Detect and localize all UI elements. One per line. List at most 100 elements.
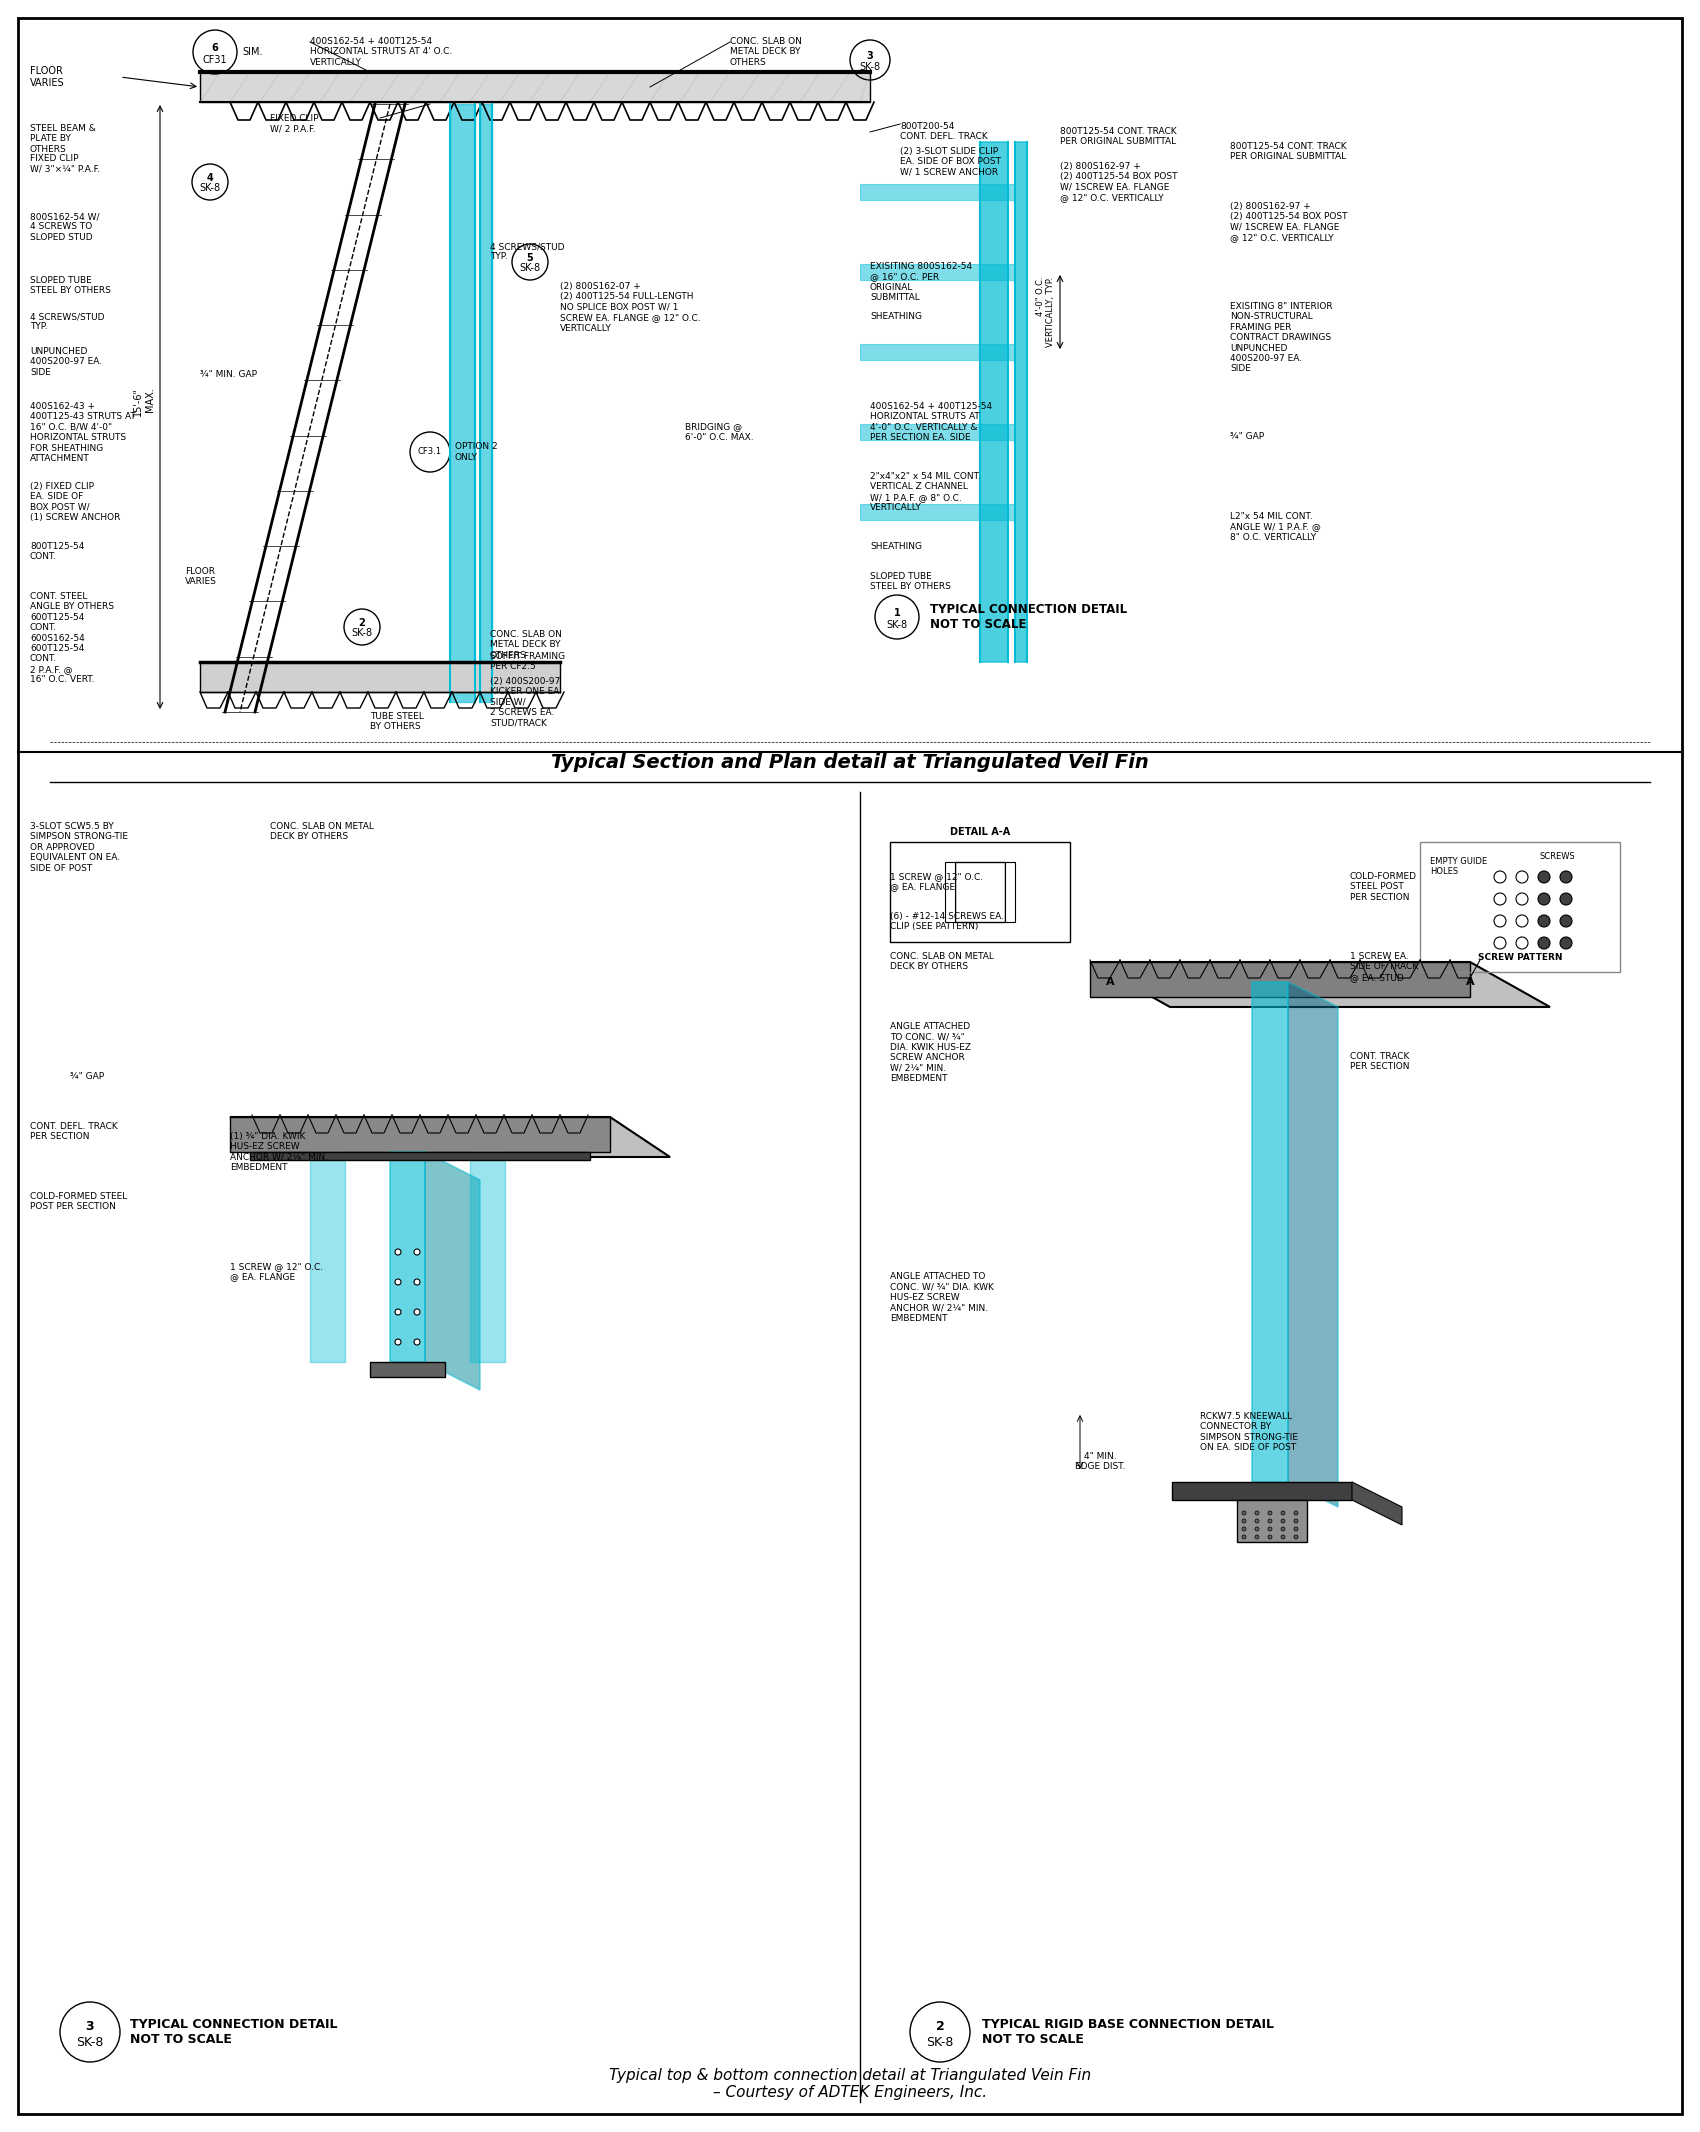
- Circle shape: [1561, 936, 1573, 949]
- Text: TYPICAL CONNECTION DETAIL
NOT TO SCALE: TYPICAL CONNECTION DETAIL NOT TO SCALE: [930, 603, 1127, 631]
- Text: 800T200-54
CONT. DEFL. TRACK: 800T200-54 CONT. DEFL. TRACK: [899, 122, 988, 141]
- Text: CONT. TRACK
PER SECTION: CONT. TRACK PER SECTION: [1350, 1051, 1409, 1072]
- Text: A: A: [1465, 976, 1474, 987]
- Text: COLD-FORMED STEEL
POST PER SECTION: COLD-FORMED STEEL POST PER SECTION: [31, 1192, 127, 1211]
- Circle shape: [394, 1309, 401, 1315]
- Text: 400S162-54 + 400T125-54
HORIZONTAL STRUTS AT 4' O.C.
VERTICALLY: 400S162-54 + 400T125-54 HORIZONTAL STRUT…: [309, 36, 452, 66]
- Polygon shape: [1352, 1482, 1402, 1524]
- Circle shape: [415, 1249, 420, 1256]
- Circle shape: [1561, 915, 1573, 927]
- Text: (6) - #12-14 SCREWS EA.
CLIP (SEE PATTERN): (6) - #12-14 SCREWS EA. CLIP (SEE PATTER…: [891, 912, 1005, 932]
- Text: 1 SCREW @ 12" O.C.
@ EA. FLANGE: 1 SCREW @ 12" O.C. @ EA. FLANGE: [230, 1262, 323, 1281]
- Bar: [201, 663, 559, 693]
- Polygon shape: [230, 1117, 610, 1151]
- Text: 800S162-54 W/
4 SCREWS TO
SLOPED STUD: 800S162-54 W/ 4 SCREWS TO SLOPED STUD: [31, 211, 100, 241]
- Text: CONT. STEEL
ANGLE BY OTHERS
600T125-54
CONT.
600S162-54
600T125-54
CONT.
2 P.A.F: CONT. STEEL ANGLE BY OTHERS 600T125-54 C…: [31, 593, 114, 684]
- Circle shape: [1243, 1535, 1246, 1539]
- Text: (2) 3-SLOT SLIDE CLIP
EA. SIDE OF BOX POST
W/ 1 SCREW ANCHOR: (2) 3-SLOT SLIDE CLIP EA. SIDE OF BOX PO…: [899, 147, 1001, 177]
- Bar: [250, 1151, 590, 1160]
- Text: SOFFIT FRAMING
PER CF2.5: SOFFIT FRAMING PER CF2.5: [490, 652, 564, 672]
- Bar: [945, 861, 955, 921]
- Text: 800T125-54
CONT.: 800T125-54 CONT.: [31, 542, 85, 561]
- Text: BRIDGING @
6'-0" O.C. MAX.: BRIDGING @ 6'-0" O.C. MAX.: [685, 422, 753, 441]
- Text: SK-8: SK-8: [886, 620, 908, 629]
- Text: 4" MIN.
EDGE DIST.: 4" MIN. EDGE DIST.: [1074, 1452, 1125, 1471]
- Text: FIXED CLIP
W/ 2 P.A.F.: FIXED CLIP W/ 2 P.A.F.: [270, 113, 318, 134]
- Circle shape: [1516, 872, 1528, 883]
- Text: 2: 2: [359, 618, 366, 629]
- Bar: [479, 104, 491, 701]
- Text: 2"x4"x2" x 54 MIL CONT.
VERTICAL Z CHANNEL
W/ 1 P.A.F. @ 8" O.C.
VERTICALLY: 2"x4"x2" x 54 MIL CONT. VERTICAL Z CHANN…: [870, 471, 981, 512]
- Text: SK-8: SK-8: [352, 629, 372, 637]
- Circle shape: [1494, 915, 1506, 927]
- Text: FIXED CLIP
W/ 3"×¼" P.A.F.: FIXED CLIP W/ 3"×¼" P.A.F.: [31, 154, 100, 173]
- Text: 5: 5: [527, 254, 534, 264]
- Text: EMPTY GUIDE
HOLES: EMPTY GUIDE HOLES: [1430, 857, 1488, 876]
- Bar: [860, 503, 1015, 520]
- Circle shape: [1494, 936, 1506, 949]
- Circle shape: [1268, 1535, 1272, 1539]
- Bar: [860, 183, 1015, 200]
- Bar: [1005, 861, 1015, 921]
- Text: CONC. SLAB ON
METAL DECK BY
OTHERS: CONC. SLAB ON METAL DECK BY OTHERS: [729, 36, 802, 66]
- Circle shape: [1494, 893, 1506, 904]
- Circle shape: [1282, 1535, 1285, 1539]
- Text: 1: 1: [894, 608, 901, 618]
- Text: 800T125-54 CONT. TRACK
PER ORIGINAL SUBMITTAL: 800T125-54 CONT. TRACK PER ORIGINAL SUBM…: [1231, 143, 1346, 162]
- Polygon shape: [389, 1151, 425, 1362]
- Text: ANGLE ATTACHED TO
CONC. W/ ¾" DIA. KWK
HUS-EZ SCREW
ANCHOR W/ 2¼" MIN.
EMBEDMENT: ANGLE ATTACHED TO CONC. W/ ¾" DIA. KWK H…: [891, 1273, 994, 1322]
- Circle shape: [1294, 1527, 1299, 1531]
- Bar: [860, 424, 1015, 439]
- Circle shape: [1282, 1527, 1285, 1531]
- Bar: [979, 143, 1008, 663]
- Polygon shape: [1090, 962, 1550, 1006]
- Circle shape: [394, 1249, 401, 1256]
- Text: ¾" MIN. GAP: ¾" MIN. GAP: [201, 371, 257, 379]
- Text: L2"x 54 MIL CONT.
ANGLE W/ 1 P.A.F. @
8" O.C. VERTICALLY: L2"x 54 MIL CONT. ANGLE W/ 1 P.A.F. @ 8"…: [1231, 512, 1321, 542]
- Text: A: A: [1105, 976, 1114, 987]
- Circle shape: [1255, 1512, 1260, 1516]
- Circle shape: [1268, 1512, 1272, 1516]
- Polygon shape: [1251, 983, 1289, 1482]
- Bar: [450, 104, 474, 701]
- Text: 3: 3: [85, 2019, 94, 2032]
- Bar: [1015, 143, 1027, 663]
- Circle shape: [1268, 1518, 1272, 1522]
- Circle shape: [415, 1339, 420, 1345]
- Bar: [1420, 842, 1620, 972]
- Circle shape: [1243, 1512, 1246, 1516]
- Text: SIM.: SIM.: [241, 47, 262, 58]
- Text: FLOOR
VARIES: FLOOR VARIES: [185, 567, 218, 586]
- Text: (2) 400S200-97
KICKER ONE EA.
SIDE W/
2 SCREWS EA.
STUD/TRACK: (2) 400S200-97 KICKER ONE EA. SIDE W/ 2 …: [490, 678, 563, 727]
- Circle shape: [1294, 1518, 1299, 1522]
- Text: CONC. SLAB ON
METAL DECK BY
OTHERS: CONC. SLAB ON METAL DECK BY OTHERS: [490, 629, 563, 659]
- Circle shape: [1538, 893, 1550, 904]
- Circle shape: [1294, 1512, 1299, 1516]
- Circle shape: [1268, 1527, 1272, 1531]
- Text: TYPICAL RIGID BASE CONNECTION DETAIL
NOT TO SCALE: TYPICAL RIGID BASE CONNECTION DETAIL NOT…: [983, 2019, 1273, 2047]
- Text: 3-SLOT SCW5.5 BY
SIMPSON STRONG-TIE
OR APPROVED
EQUIVALENT ON EA.
SIDE OF POST: 3-SLOT SCW5.5 BY SIMPSON STRONG-TIE OR A…: [31, 823, 127, 872]
- Text: SHEATHING: SHEATHING: [870, 542, 921, 550]
- Circle shape: [415, 1309, 420, 1315]
- Polygon shape: [469, 1151, 505, 1362]
- Text: EXISITING 8" INTERIOR
NON-STRUCTURAL
FRAMING PER
CONTRACT DRAWINGS
UNPUNCHED
400: EXISITING 8" INTERIOR NON-STRUCTURAL FRA…: [1231, 303, 1333, 373]
- Text: RCKW7.5 KNEEWALL
CONNECTOR BY
SIMPSON STRONG-TIE
ON EA. SIDE OF POST: RCKW7.5 KNEEWALL CONNECTOR BY SIMPSON ST…: [1200, 1411, 1299, 1452]
- Text: TUBE STEEL
BY OTHERS: TUBE STEEL BY OTHERS: [371, 712, 423, 731]
- Bar: [860, 264, 1015, 279]
- Text: TYPICAL CONNECTION DETAIL
NOT TO SCALE: TYPICAL CONNECTION DETAIL NOT TO SCALE: [129, 2019, 338, 2047]
- Polygon shape: [309, 1151, 345, 1362]
- Text: COLD-FORMED
STEEL POST
PER SECTION: COLD-FORMED STEEL POST PER SECTION: [1350, 872, 1418, 902]
- Text: (1) ¾" DIA. KWIK
HUS-EZ SCREW
ANCHOR W/ 2¼" MIN.
EMBEDMENT: (1) ¾" DIA. KWIK HUS-EZ SCREW ANCHOR W/ …: [230, 1132, 328, 1173]
- Bar: [955, 861, 1005, 921]
- Polygon shape: [425, 1151, 479, 1390]
- Text: SK-8: SK-8: [76, 2036, 104, 2049]
- Polygon shape: [1289, 983, 1338, 1507]
- Text: (2) 800S162-97 +
(2) 400T125-54 BOX POST
W/ 1SCREW EA. FLANGE
@ 12" O.C. VERTICA: (2) 800S162-97 + (2) 400T125-54 BOX POST…: [1231, 203, 1348, 243]
- Text: SHEATHING: SHEATHING: [870, 311, 921, 322]
- Text: CONT. DEFL. TRACK
PER SECTION: CONT. DEFL. TRACK PER SECTION: [31, 1121, 117, 1141]
- Circle shape: [1282, 1512, 1285, 1516]
- Text: 4'-0" O.C.
VERTICALLY, TYP.: 4'-0" O.C. VERTICALLY, TYP.: [1035, 277, 1056, 348]
- Circle shape: [1494, 872, 1506, 883]
- Text: (2) 800S162-07 +
(2) 400T125-54 FULL-LENGTH
NO SPLICE BOX POST W/ 1
SCREW EA. FL: (2) 800S162-07 + (2) 400T125-54 FULL-LEN…: [559, 281, 700, 333]
- Circle shape: [1561, 893, 1573, 904]
